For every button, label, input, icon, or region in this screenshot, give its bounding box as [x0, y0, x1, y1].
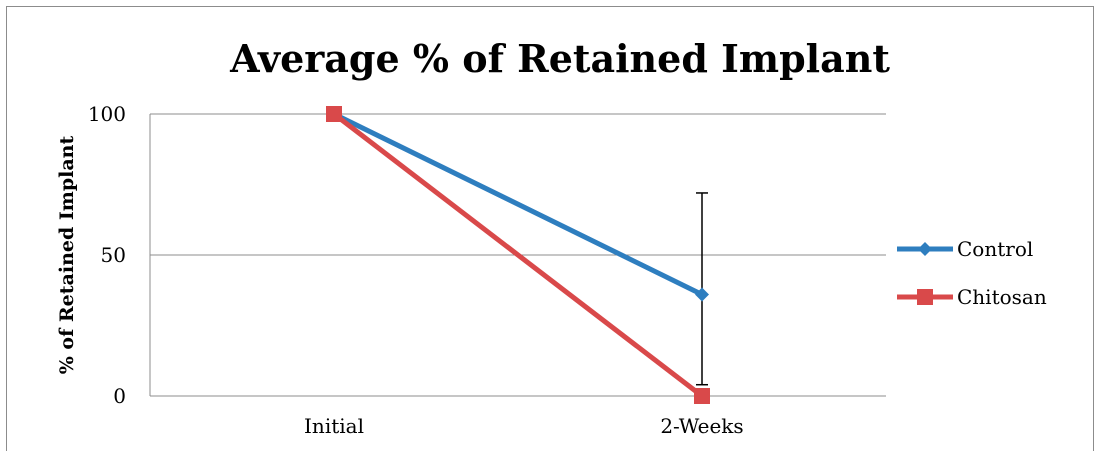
- x-tick-label: 2-Weeks: [660, 414, 743, 438]
- legend-marker-chitosan: [917, 289, 933, 305]
- y-tick-label: 100: [88, 102, 126, 126]
- legend-label-chitosan: Chitosan: [957, 285, 1047, 309]
- gridlines: [150, 113, 886, 256]
- legend-label-control: Control: [957, 237, 1033, 261]
- y-axis-label: % of Retained Implant: [56, 136, 78, 375]
- y-tick-label: 50: [101, 243, 126, 267]
- chart-title: Average % of Retained Implant: [229, 36, 890, 81]
- series-markers: [326, 106, 710, 404]
- series-line-chitosan: [332, 112, 704, 398]
- chart-frame: [6, 6, 1094, 451]
- data-point-chitosan: [694, 388, 710, 404]
- y-tick-labels: 0 50 100: [88, 102, 126, 408]
- y-tick-label: 0: [113, 384, 126, 408]
- series-lines: [332, 111, 704, 398]
- data-point-control: [695, 287, 709, 302]
- axes: [149, 114, 886, 397]
- x-tick-labels: Initial 2-Weeks: [304, 414, 744, 438]
- legend-marker-control: [918, 242, 932, 256]
- x-tick-label: Initial: [304, 414, 364, 438]
- series-line-control: [332, 111, 704, 297]
- legend: Control Chitosan: [897, 237, 1047, 309]
- data-point-chitosan: [326, 106, 342, 122]
